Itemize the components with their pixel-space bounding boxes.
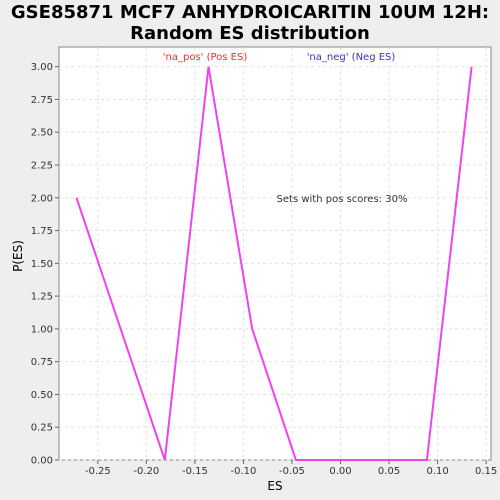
x-axis-ticks: -0.25 -0.20 -0.15 -0.10 -0.05 0.00 0.05 0.10 0.1… [85, 460, 497, 477]
y-tick-label: 3.00 [31, 62, 53, 73]
y-tick-label: 1.00 [31, 324, 53, 335]
x-tick-label: -0.15 [182, 466, 208, 477]
y-tick-label: 1.25 [31, 292, 53, 303]
y-tick-label: 2.00 [31, 193, 53, 204]
legend-neg-es: 'na_neg' (Neg ES) [307, 52, 396, 63]
y-tick-label: 0.00 [31, 456, 53, 467]
pos-scores-annotation: Sets with pos scores: 30% [277, 194, 408, 205]
x-tick-label: -0.25 [85, 466, 111, 477]
legend-pos-es: 'na_pos' (Pos ES) [163, 52, 248, 63]
y-tick-label: 1.75 [31, 226, 53, 237]
x-tick-label: -0.05 [279, 466, 305, 477]
plot-area [58, 46, 492, 461]
y-axis-ticks: 0.00 0.25 0.50 0.75 1.00 1.25 1.50 1.75 2.00 2.25… [31, 62, 59, 467]
chart-title-line-2: Random ES distribution [130, 23, 370, 44]
y-tick-label: 2.75 [31, 95, 53, 106]
x-tick-label: -0.20 [133, 466, 159, 477]
x-tick-label: -0.10 [231, 466, 257, 477]
y-tick-label: 2.25 [31, 161, 53, 172]
x-axis-label: ES [267, 479, 282, 493]
x-tick-label: 0.05 [378, 466, 400, 477]
series-line [75, 66, 473, 461]
y-tick-label: 0.25 [31, 423, 53, 434]
y-tick-label: 0.75 [31, 357, 53, 368]
series-layer [75, 66, 473, 461]
x-tick-label: 0.10 [426, 466, 448, 477]
chart-title: GSE85871 MCF7 ANHYDROICARITIN 10UM 12H: … [0, 2, 500, 44]
x-tick-label: 0.00 [329, 466, 351, 477]
y-tick-label: 0.50 [31, 390, 53, 401]
x-tick-label: 0.15 [475, 466, 497, 477]
y-tick-label: 1.50 [31, 259, 53, 270]
y-axis-label: P(ES) [11, 240, 25, 272]
y-tick-label: 2.50 [31, 128, 53, 139]
chart-title-line-1: GSE85871 MCF7 ANHYDROICARITIN 10UM 12H: [10, 2, 490, 23]
